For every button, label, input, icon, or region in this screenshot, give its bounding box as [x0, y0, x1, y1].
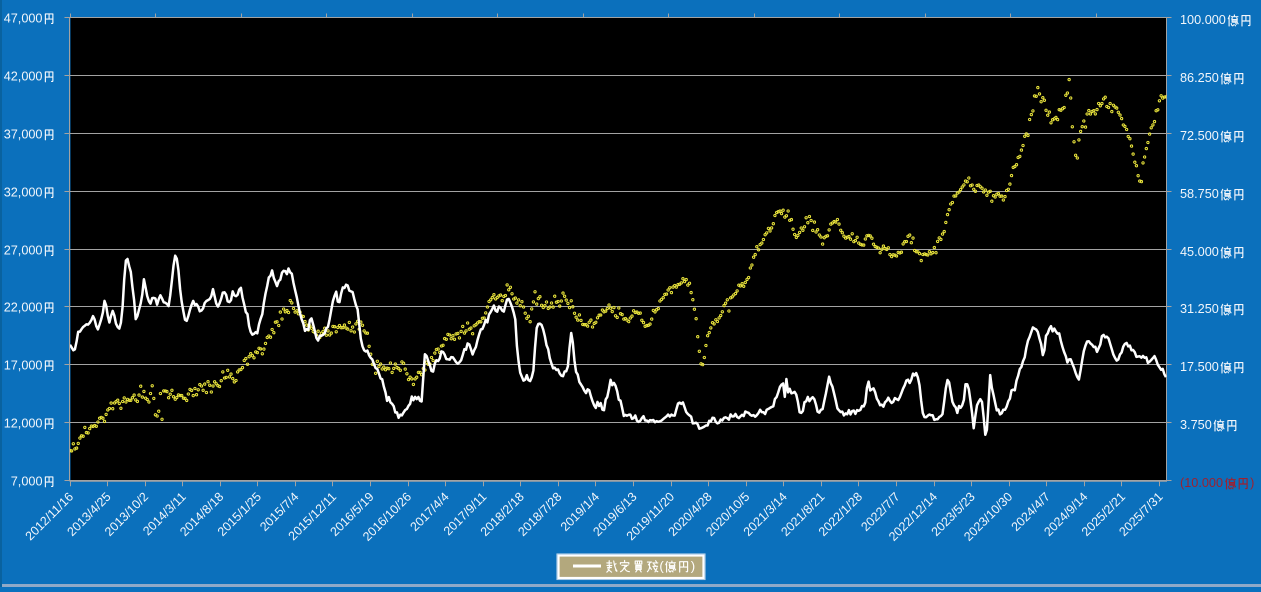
svg-text:): )	[1250, 476, 1254, 490]
svg-text:17.500: 17.500	[1180, 360, 1219, 374]
svg-text:72.500: 72.500	[1180, 129, 1219, 143]
svg-text:86.250: 86.250	[1180, 71, 1219, 85]
svg-text:31.250: 31.250	[1180, 302, 1219, 316]
svg-text:27,000: 27,000	[4, 244, 43, 258]
svg-text:(: (	[659, 559, 664, 574]
svg-text:7,000: 7,000	[11, 475, 43, 489]
svg-text:45.000: 45.000	[1180, 245, 1219, 259]
svg-text:42,000: 42,000	[4, 70, 43, 84]
svg-text:): )	[691, 559, 695, 574]
svg-text:32,000: 32,000	[4, 186, 43, 200]
svg-text:58.750: 58.750	[1180, 187, 1219, 201]
svg-text:22,000: 22,000	[4, 301, 43, 315]
svg-text:37,000: 37,000	[4, 128, 43, 142]
svg-text:(10.000: (10.000	[1180, 476, 1223, 490]
svg-text:47,000: 47,000	[4, 12, 43, 26]
svg-text:12,000: 12,000	[4, 417, 43, 431]
svg-text:3.750: 3.750	[1180, 418, 1212, 432]
svg-text:17,000: 17,000	[4, 359, 43, 373]
svg-text:100.000: 100.000	[1180, 13, 1226, 27]
